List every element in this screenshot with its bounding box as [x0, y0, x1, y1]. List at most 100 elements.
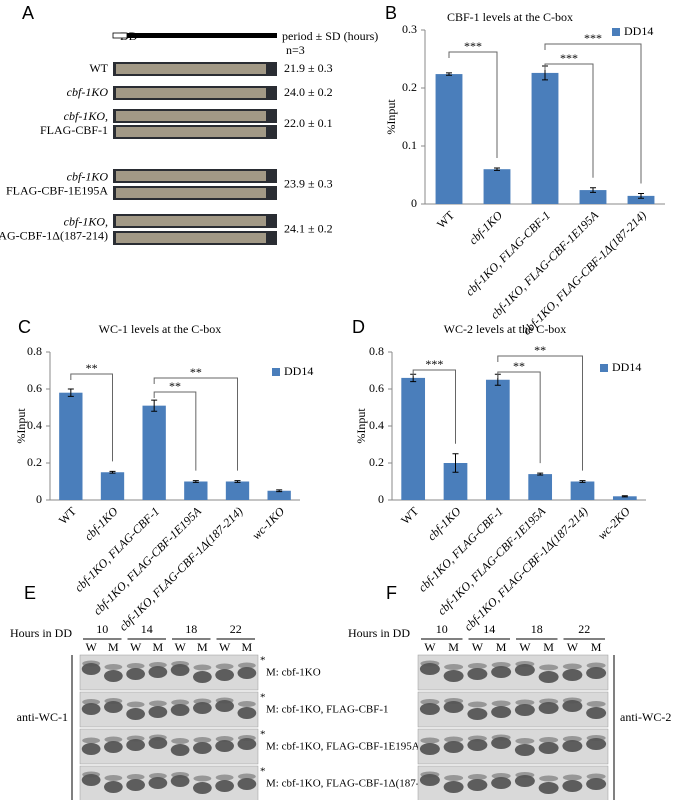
y-tick-label: 0.1	[402, 138, 417, 152]
blot-band	[443, 701, 464, 713]
blot-band	[104, 736, 123, 743]
significance-label: **	[190, 365, 202, 379]
hours-label: Hours in DD	[348, 626, 410, 640]
blot-band	[126, 668, 145, 680]
hours-value: 10	[96, 622, 108, 636]
blot-band	[444, 698, 464, 704]
y-tick-label: 0.2	[369, 455, 384, 469]
y-tick-label: 0	[36, 492, 42, 506]
blot-band	[215, 697, 234, 704]
bar	[531, 72, 559, 204]
row-label: M: cbf-1KO, FLAG-CBF-1E195A	[266, 741, 420, 753]
y-tick-label: 0.4	[27, 418, 42, 432]
bar	[528, 474, 553, 500]
blot-band	[193, 742, 212, 754]
legend-swatch	[612, 28, 620, 36]
blot-band	[215, 736, 234, 742]
legend-label: DD14	[284, 364, 313, 378]
x-tick-label: cbf-1KO	[466, 208, 505, 247]
panel-label: D	[352, 317, 365, 337]
significance-label: ***	[560, 51, 578, 65]
period-value: 24.1 ± 0.2	[284, 221, 333, 235]
antibody-label: anti-WC-2	[620, 710, 671, 724]
panel-label: B	[385, 3, 397, 23]
strain-label: cbf-1KO,	[64, 214, 108, 228]
bar	[267, 490, 291, 500]
bar	[483, 169, 511, 204]
blot-band	[215, 780, 234, 792]
blot-band	[515, 699, 535, 706]
blot-band	[444, 664, 464, 670]
lane-label: W	[519, 640, 531, 654]
blot-band	[467, 663, 487, 669]
blot-band	[148, 706, 168, 718]
blot-band	[491, 734, 511, 741]
bar	[142, 405, 166, 500]
blot-band	[586, 778, 607, 790]
legend-swatch	[600, 364, 608, 372]
error-bar	[621, 495, 628, 498]
lane-label: M	[242, 640, 253, 654]
hours-value: 18	[185, 622, 197, 636]
blot-band	[586, 773, 606, 780]
x-tick-label: cbf-1KO	[424, 504, 463, 543]
blot-band	[539, 737, 559, 743]
bar	[612, 496, 637, 500]
period-value: 23.9 ± 0.3	[284, 176, 333, 190]
bar	[401, 377, 426, 500]
hours-value: 10	[436, 622, 448, 636]
blot-band	[237, 773, 256, 780]
blot-band	[444, 736, 464, 743]
blot-band	[467, 779, 488, 791]
blot-band	[491, 700, 511, 707]
x-tick-label: WT	[398, 504, 422, 528]
error-bar	[638, 193, 644, 199]
blot-band	[126, 779, 145, 791]
significance-bracket	[153, 391, 197, 471]
blot-band	[586, 662, 606, 669]
blot-band	[126, 663, 145, 669]
error-bar	[590, 187, 596, 193]
panel-label: E	[24, 583, 36, 603]
significance-bracket	[448, 51, 498, 159]
blot-band	[562, 697, 582, 704]
antibody-label: anti-WC-1	[17, 710, 68, 724]
blot-band	[586, 701, 606, 707]
error-bar	[192, 480, 199, 483]
blot-band	[148, 734, 167, 741]
blot-band	[514, 704, 535, 716]
blot-band	[193, 671, 212, 683]
panel-label: C	[18, 317, 31, 337]
blot-band	[148, 700, 167, 707]
chart-title: CBF-1 levels at the C-box	[447, 10, 573, 24]
blot-band	[467, 739, 488, 751]
blot-band	[538, 702, 559, 714]
blot-band	[419, 703, 440, 715]
blot-band	[562, 736, 582, 742]
blot-band	[491, 773, 511, 779]
blot-band	[539, 698, 559, 705]
legend-swatch	[272, 368, 280, 376]
blot-band	[467, 708, 488, 720]
blot-band	[420, 771, 440, 778]
marker: *	[260, 729, 266, 741]
lane-label: W	[424, 640, 436, 654]
blot-band	[562, 663, 582, 670]
blot-band	[215, 669, 234, 681]
blot-band	[514, 775, 535, 787]
strain-label: cbf-1KO	[67, 85, 109, 99]
x-tick-label: cbf-1KO, FLAG-CBF-1	[463, 208, 553, 298]
blot-band	[467, 735, 487, 742]
lane-label: M	[153, 640, 164, 654]
blot-band	[82, 771, 101, 778]
error-bar	[537, 472, 544, 476]
blot-band	[193, 664, 212, 671]
y-tick-label: 0.6	[27, 381, 42, 395]
blot-band	[170, 775, 190, 787]
error-bar	[151, 399, 158, 412]
error-bar	[446, 72, 452, 76]
row-label: M: cbf-1KO, FLAG-CBF-1	[266, 704, 389, 716]
lane-label: W	[174, 640, 186, 654]
bar	[485, 379, 510, 500]
blot-band	[215, 774, 234, 781]
